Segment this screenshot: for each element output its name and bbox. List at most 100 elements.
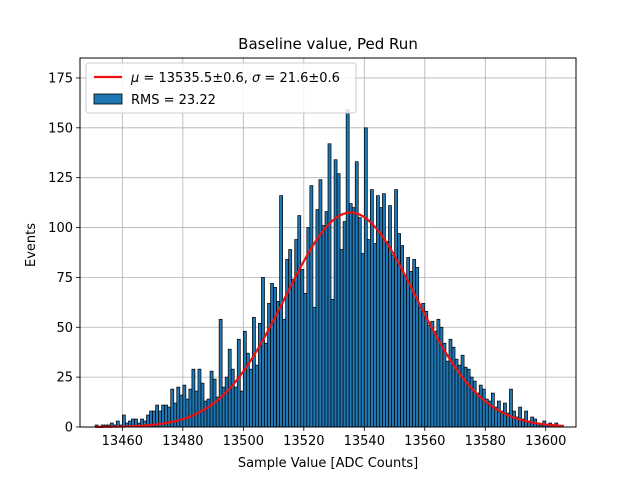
x-tick-label: 13520 — [283, 434, 324, 449]
histogram-bar — [239, 390, 244, 428]
histogram-bar — [273, 287, 277, 428]
histogram-bar — [173, 402, 178, 428]
histogram-bar — [336, 173, 341, 428]
histogram-bar — [309, 185, 314, 428]
y-tick-label: 175 — [48, 71, 73, 86]
histogram-bar — [442, 342, 447, 428]
histogram-bar — [294, 239, 299, 428]
histogram-bar — [191, 368, 196, 428]
plot-frame — [79, 57, 577, 428]
histogram-bar — [481, 388, 486, 428]
histogram-bars — [94, 109, 559, 428]
histogram-bar — [360, 253, 365, 428]
legend-box — [85, 62, 357, 114]
histogram-bar — [466, 368, 471, 428]
fit-curve — [95, 211, 564, 428]
histogram-bar — [303, 293, 308, 428]
y-axis-label: Events — [24, 223, 39, 267]
histogram-bar — [206, 398, 211, 428]
histogram-bar — [282, 318, 287, 428]
histogram-bar — [363, 127, 368, 428]
histogram-bar — [421, 302, 426, 428]
histogram-bar — [382, 193, 386, 428]
histogram-bar — [478, 384, 483, 428]
histogram-bar — [330, 298, 335, 428]
histogram-bar — [285, 259, 290, 428]
histogram-bar — [252, 316, 256, 428]
histogram-bar — [276, 300, 280, 428]
histogram-bar — [427, 324, 432, 428]
histogram-bar — [300, 269, 305, 428]
histogram-bar — [497, 400, 501, 428]
histogram-bar — [472, 380, 477, 428]
histogram-bar — [509, 388, 513, 428]
legend-label-fit: μ = 13535.5±0.6, σ = 21.6±0.6 — [130, 71, 340, 86]
histogram-bar — [451, 346, 456, 428]
histogram-bar — [373, 243, 377, 428]
histogram-bar — [318, 179, 323, 428]
histogram-bar — [261, 277, 265, 428]
histogram-bar — [306, 227, 311, 428]
x-tick-label: 13480 — [162, 434, 203, 449]
y-tick-label: 150 — [48, 121, 73, 136]
histogram-bar — [339, 249, 344, 428]
histogram-bar — [236, 338, 241, 428]
histogram-bar — [258, 322, 262, 428]
histogram-bar — [490, 392, 495, 428]
histogram-bar — [379, 207, 383, 428]
x-tick-label: 13540 — [344, 434, 385, 449]
y-tick-label: 125 — [48, 171, 73, 186]
histogram-bar — [264, 342, 268, 428]
histogram-bar — [242, 330, 247, 428]
histogram-bar — [433, 330, 438, 428]
histogram-bar — [179, 394, 184, 428]
histogram-bar — [348, 203, 353, 428]
histogram-bar — [424, 310, 429, 428]
histogram-bar — [312, 306, 317, 428]
histogram-bar — [121, 414, 126, 428]
histogram-bar — [385, 241, 389, 428]
histogram-bar — [324, 211, 329, 428]
histogram-bar — [233, 386, 238, 428]
histogram-bar — [412, 259, 417, 428]
histogram-bar — [203, 400, 208, 428]
histogram-bar — [230, 368, 235, 428]
histogram-bar — [418, 306, 423, 428]
histogram-bar — [185, 398, 190, 428]
chart-title: Baseline value, Ped Run — [238, 35, 418, 53]
x-axis-ticks: 13460 13480 13500 13520 13540 13560 13580 13600 — [102, 427, 566, 449]
histogram-bar — [182, 384, 187, 428]
histogram-bar — [345, 109, 350, 428]
histogram-bar — [460, 354, 465, 428]
histogram-bar — [188, 388, 193, 428]
histogram-bar — [351, 207, 356, 428]
histogram-bar — [445, 360, 450, 428]
histogram-bar — [430, 320, 435, 428]
histogram-bar — [279, 195, 283, 428]
y-axis-ticks: 0 25 50 75 100 125 150 175 — [48, 71, 80, 436]
histogram-bar — [436, 318, 441, 428]
histogram-bar — [291, 279, 296, 428]
histogram-bar — [224, 376, 229, 428]
histogram-bar — [167, 406, 172, 428]
histogram-bar — [321, 225, 326, 428]
x-tick-label: 13500 — [223, 434, 264, 449]
histogram-bar — [409, 271, 414, 428]
y-tick-label: 75 — [56, 271, 73, 286]
histogram-bar — [209, 370, 214, 428]
histogram-bar — [194, 390, 199, 428]
histogram-bar — [463, 366, 468, 428]
histogram-bar — [354, 161, 359, 428]
histogram-bar — [200, 382, 205, 428]
histogram-bar — [403, 275, 407, 428]
histogram-bar — [270, 283, 274, 428]
y-tick-label: 25 — [56, 371, 73, 386]
legend-bar-swatch — [93, 93, 123, 105]
x-tick-label: 13600 — [525, 434, 566, 449]
x-tick-label: 13580 — [465, 434, 506, 449]
x-tick-label: 13460 — [102, 434, 143, 449]
y-tick-label: 50 — [56, 321, 73, 336]
histogram-bar — [415, 267, 420, 428]
legend: μ = 13535.5±0.6, σ = 21.6±0.6 RMS = 23.22 — [85, 62, 357, 114]
